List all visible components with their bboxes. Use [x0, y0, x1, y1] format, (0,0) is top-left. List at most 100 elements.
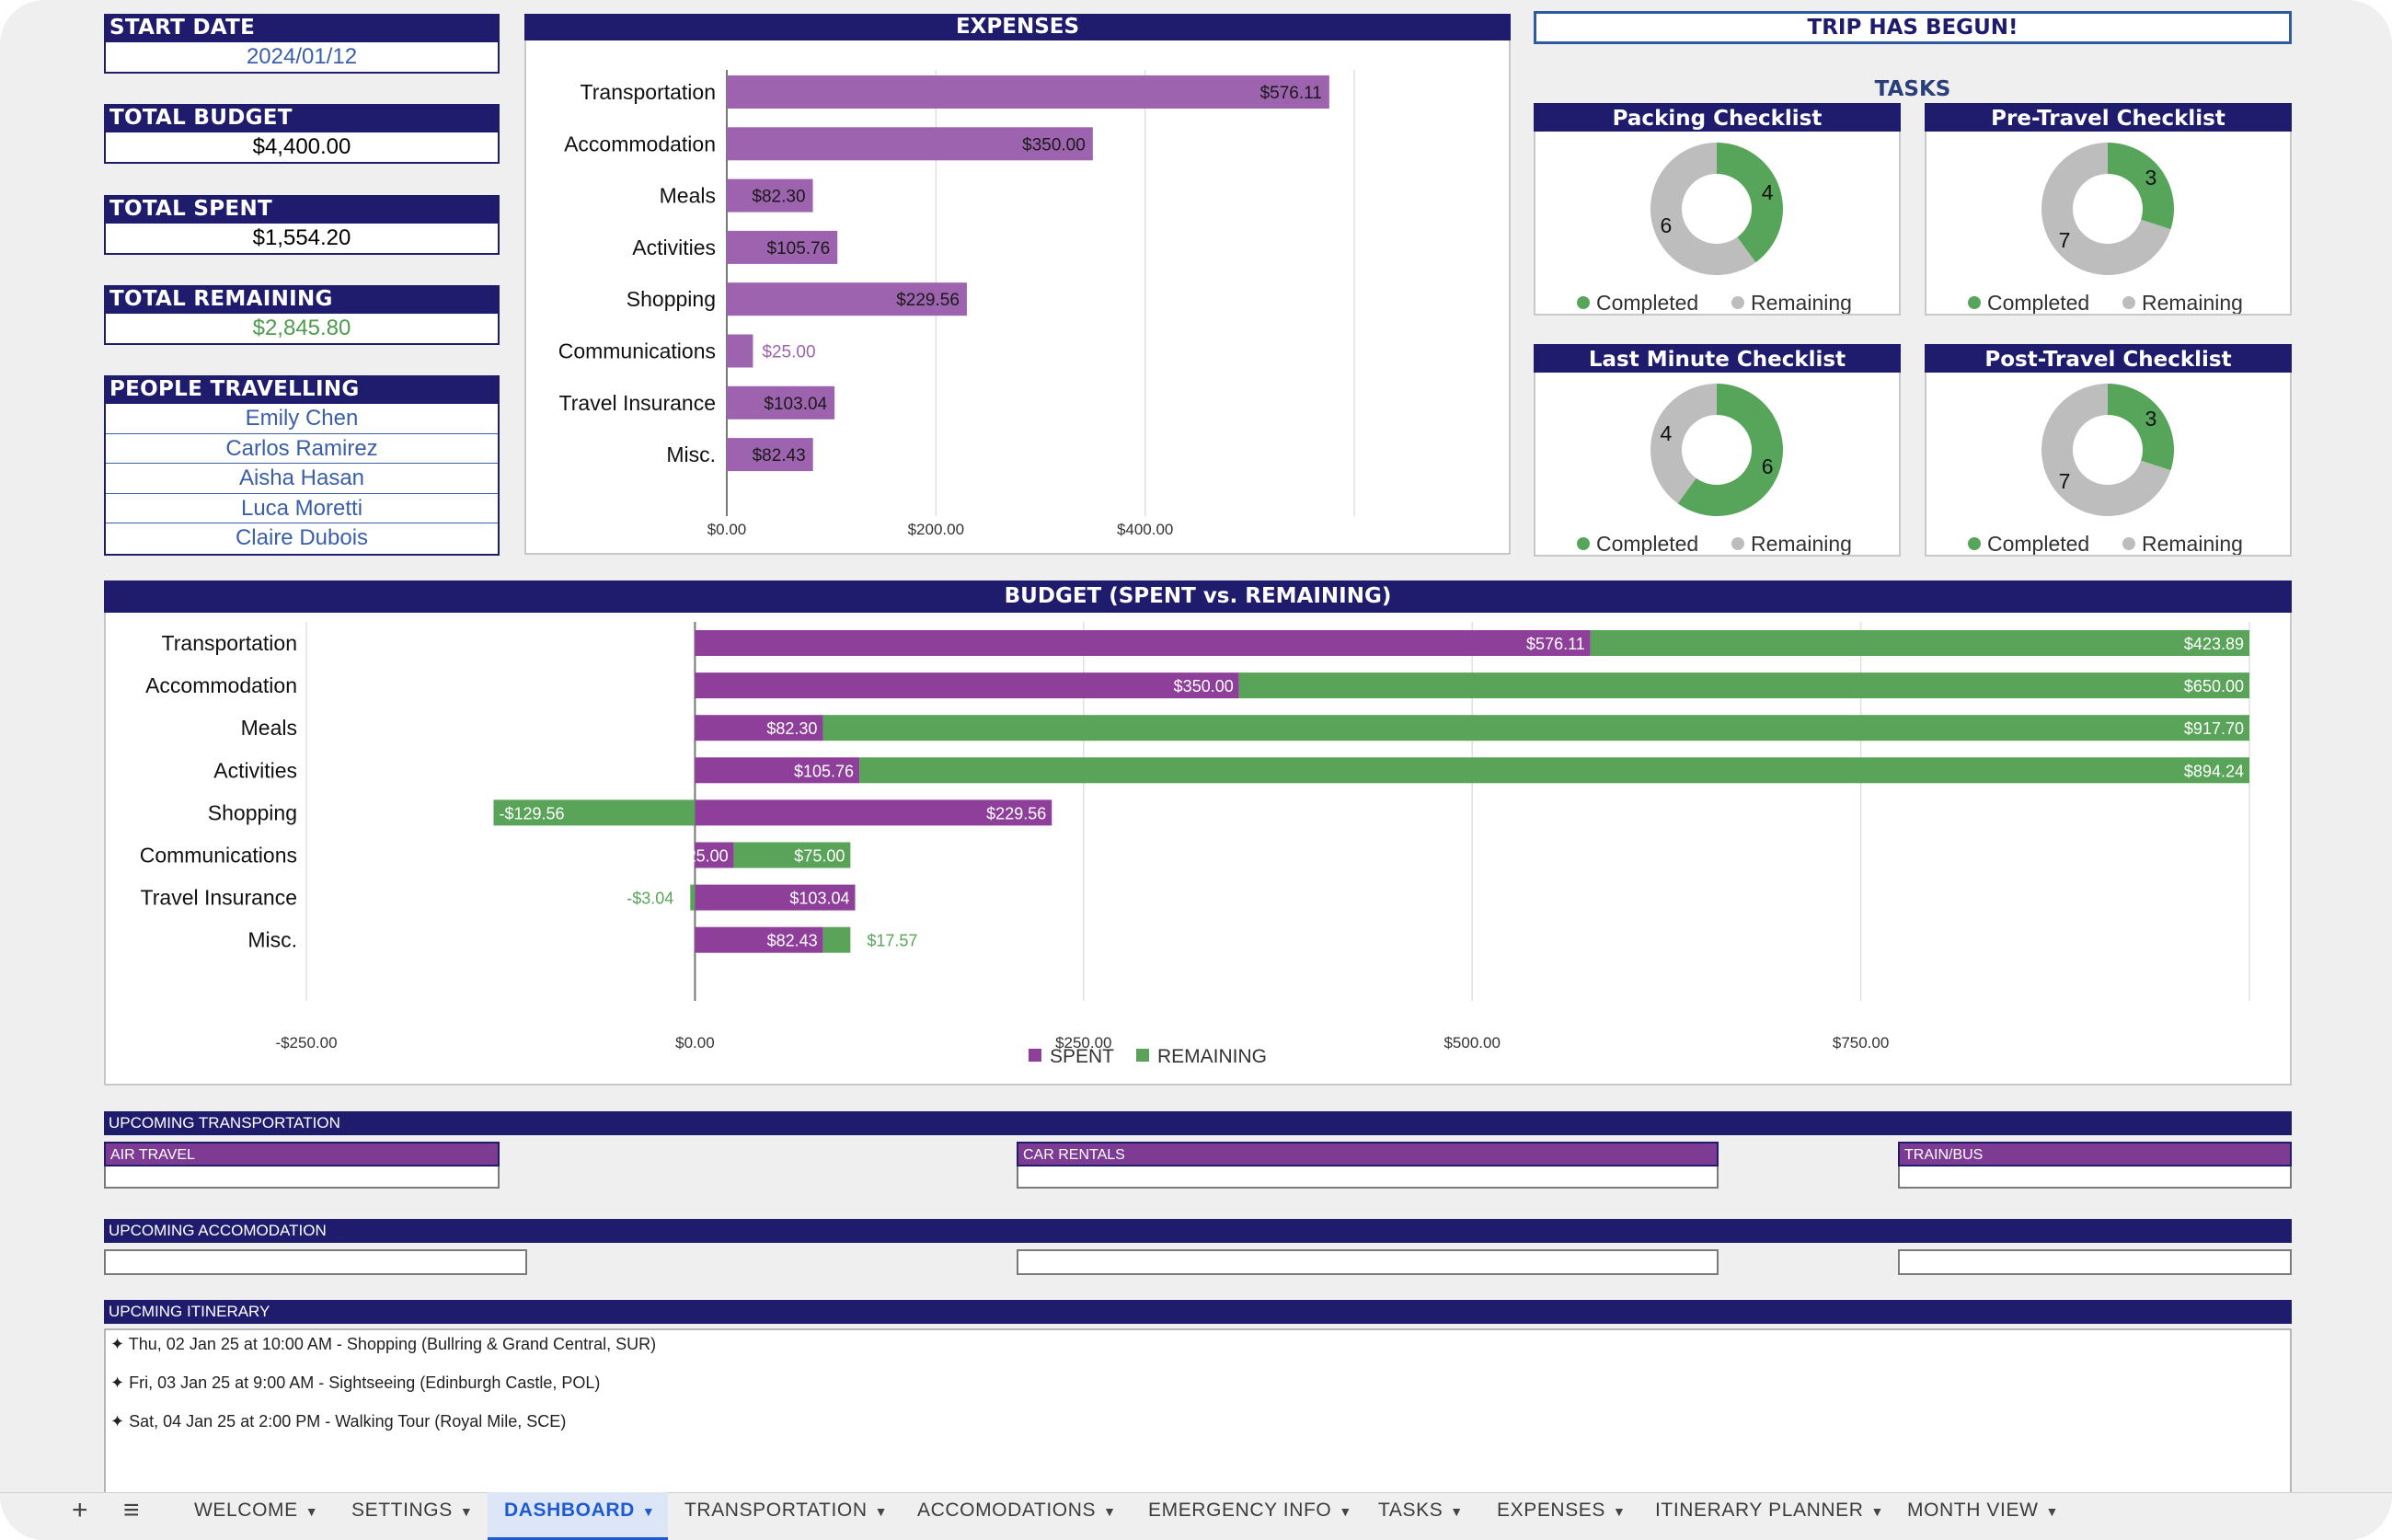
- spent-bar[interactable]: [695, 799, 1052, 826]
- category-label: Shopping: [208, 800, 297, 824]
- legend-remaining-label: Remaining: [1751, 532, 1852, 555]
- bar-value-label: $82.30: [752, 188, 805, 207]
- all-sheets-menu-icon[interactable]: ≡: [123, 1495, 140, 1525]
- legend-spent-label: SPENT: [1050, 1046, 1114, 1067]
- remaining-count: 4: [1660, 421, 1672, 445]
- person-row[interactable]: Carlos Ramirez: [106, 434, 498, 465]
- remaining-slice[interactable]: [2041, 143, 2171, 275]
- spent-bar[interactable]: [695, 630, 1591, 656]
- sheet-tab[interactable]: MONTH VIEW ▼: [1907, 1500, 2059, 1522]
- expense-bar[interactable]: [727, 438, 813, 472]
- budget-header: BUDGET (SPENT vs. REMAINING): [104, 580, 2292, 613]
- sheet-tab[interactable]: SETTINGS ▼: [351, 1500, 473, 1522]
- remaining-value-label: $423.89: [2184, 635, 2244, 653]
- sheet-tab[interactable]: EMERGENCY INFO ▼: [1148, 1500, 1352, 1522]
- chevron-down-icon[interactable]: ▼: [2045, 1504, 2059, 1519]
- sheet-tab[interactable]: ACCOMODATIONS ▼: [917, 1500, 1117, 1522]
- remaining-value-label: $17.57: [867, 932, 917, 950]
- air-travel-cell[interactable]: [104, 1166, 500, 1189]
- chevron-down-icon[interactable]: ▼: [1450, 1504, 1464, 1519]
- sheet-tab[interactable]: TASKS ▼: [1378, 1500, 1464, 1522]
- task-card: Last Minute Checklist 6 4 Completed Remainin…: [1534, 344, 1901, 557]
- x-tick-label: $200.00: [908, 521, 964, 538]
- remaining-slice[interactable]: [1650, 384, 1717, 504]
- chevron-down-icon[interactable]: ▼: [874, 1504, 889, 1519]
- itinerary-item[interactable]: ✦ Fri, 03 Jan 25 at 9:00 AM - Sightseein…: [110, 1373, 601, 1392]
- remaining-bar[interactable]: [1590, 630, 2249, 656]
- sheet-tab[interactable]: WELCOME ▼: [194, 1500, 318, 1522]
- sheet-tab[interactable]: ITINERARY PLANNER ▼: [1655, 1500, 1884, 1522]
- chevron-down-icon[interactable]: ▼: [641, 1504, 656, 1519]
- sheet-tab-label: EMERGENCY INFO: [1148, 1500, 1332, 1521]
- expense-bar[interactable]: [727, 282, 967, 316]
- person-row[interactable]: Emily Chen: [106, 404, 498, 434]
- remaining-slice[interactable]: [2041, 384, 2171, 516]
- expense-bar[interactable]: [727, 385, 835, 419]
- remaining-bar[interactable]: [690, 884, 696, 911]
- spent-bar[interactable]: [695, 672, 1239, 699]
- person-row[interactable]: Aisha Hasan: [106, 464, 498, 494]
- remaining-bar[interactable]: [822, 926, 851, 953]
- itinerary-item[interactable]: ✦ Thu, 02 Jan 25 at 10:00 AM - Shopping …: [110, 1335, 657, 1353]
- completed-slice[interactable]: [1717, 143, 1783, 263]
- total-remaining-block: TOTAL REMAINING $2,845.80: [104, 285, 500, 345]
- bullet-icon: ✦: [110, 1373, 125, 1392]
- completed-slice[interactable]: [2108, 384, 2174, 471]
- itinerary-item[interactable]: ✦ Sat, 04 Jan 25 at 2:00 PM - Walking To…: [110, 1412, 567, 1431]
- remaining-bar[interactable]: [733, 842, 851, 868]
- chevron-down-icon[interactable]: ▼: [459, 1504, 474, 1519]
- car-rentals-label: CAR RENTALS: [1017, 1142, 1719, 1166]
- task-card-title: Pre-Travel Checklist: [1925, 103, 2292, 132]
- add-sheet-button[interactable]: +: [72, 1495, 88, 1525]
- sheet-tab-bar: [0, 1492, 2392, 1540]
- expense-bar[interactable]: [727, 334, 753, 368]
- bar-value-label: $25.00: [762, 343, 815, 362]
- spent-bar[interactable]: [695, 926, 823, 953]
- remaining-bar[interactable]: [859, 757, 2250, 784]
- bar-value-label: $229.56: [896, 291, 960, 310]
- start-date-value[interactable]: 2024/01/12: [104, 42, 500, 74]
- chevron-down-icon[interactable]: ▼: [1339, 1504, 1352, 1519]
- completed-slice[interactable]: [1677, 384, 1783, 516]
- legend-remaining-swatch: [1136, 1049, 1149, 1062]
- expense-bar[interactable]: [727, 127, 1093, 161]
- person-row[interactable]: Luca Moretti: [106, 494, 498, 524]
- sheet-tab[interactable]: TRANSPORTATION ▼: [684, 1500, 888, 1522]
- accommodation-cell-3[interactable]: [1898, 1249, 2292, 1275]
- spent-bar[interactable]: [695, 757, 860, 784]
- total-spent-value[interactable]: $1,554.20: [104, 224, 500, 255]
- remaining-bar[interactable]: [1238, 672, 2249, 699]
- completed-slice[interactable]: [2108, 143, 2174, 230]
- total-remaining-value[interactable]: $2,845.80: [104, 314, 500, 345]
- category-label: Transportation: [162, 631, 297, 655]
- total-budget-value[interactable]: $4,400.00: [104, 132, 500, 164]
- sheet-tab[interactable]: DASHBOARD ▼: [504, 1500, 655, 1522]
- chevron-down-icon[interactable]: ▼: [305, 1504, 319, 1519]
- spent-bar[interactable]: [695, 842, 734, 868]
- train-bus-block: TRAIN/BUS: [1898, 1142, 2292, 1189]
- sheet-tab-label: EXPENSES: [1497, 1500, 1606, 1521]
- spent-value-label: $229.56: [986, 804, 1046, 822]
- chevron-down-icon[interactable]: ▼: [1870, 1504, 1884, 1519]
- remaining-slice[interactable]: [1650, 143, 1756, 275]
- category-label: Misc.: [247, 928, 297, 952]
- expense-bar[interactable]: [727, 178, 813, 213]
- chevron-down-icon[interactable]: ▼: [1613, 1504, 1627, 1519]
- accommodation-cell-1[interactable]: [104, 1249, 527, 1275]
- expenses-panel: EXPENSES $0.00 $200.00 $400.00 Transportati…: [524, 14, 1511, 555]
- accommodation-cell-2[interactable]: [1017, 1249, 1719, 1275]
- spent-bar[interactable]: [695, 884, 856, 911]
- expense-bar[interactable]: [727, 230, 838, 264]
- completed-count: 4: [1762, 180, 1774, 204]
- train-bus-cell[interactable]: [1898, 1166, 2292, 1189]
- remaining-value-label: $650.00: [2184, 677, 2244, 695]
- bar-value-label: $350.00: [1022, 135, 1086, 155]
- chevron-down-icon[interactable]: ▼: [1103, 1504, 1117, 1519]
- sheet-tab[interactable]: EXPENSES ▼: [1497, 1500, 1626, 1522]
- person-row[interactable]: Claire Dubois: [235, 525, 369, 551]
- expense-bar[interactable]: [727, 75, 1329, 109]
- remaining-bar[interactable]: [822, 715, 2249, 741]
- spent-bar[interactable]: [695, 715, 823, 741]
- car-rentals-cell[interactable]: [1017, 1166, 1719, 1189]
- remaining-bar[interactable]: [493, 799, 696, 826]
